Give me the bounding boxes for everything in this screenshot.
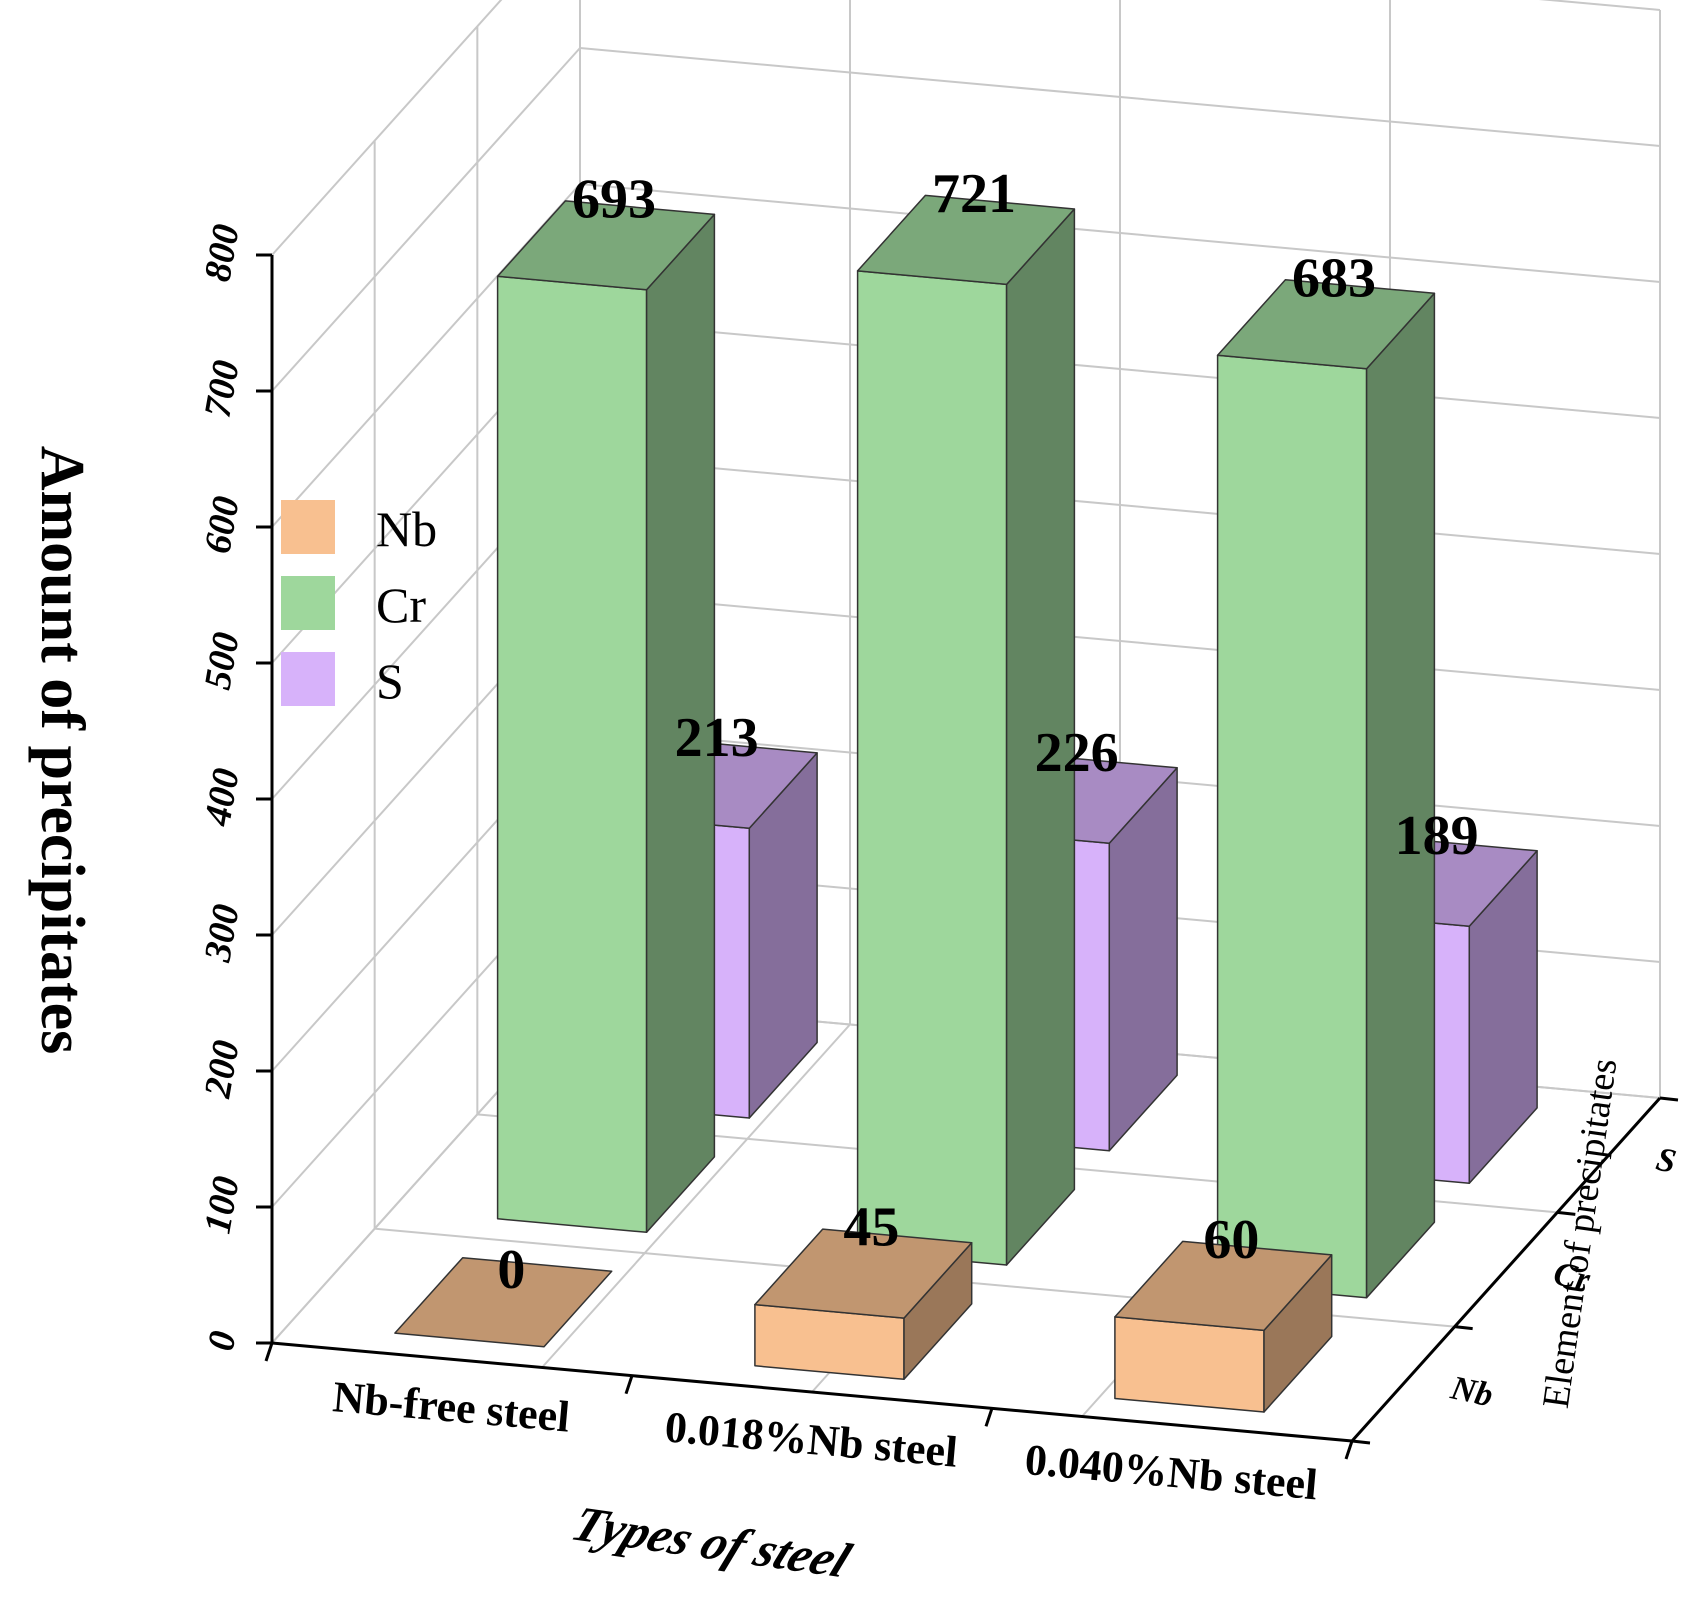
z-tick	[1659, 1096, 1679, 1102]
bar-front-face	[856, 270, 1008, 1266]
x-category-label: 0.040%Nb steel	[1023, 1435, 1319, 1509]
legend: Nb Cr S	[281, 500, 437, 709]
x-tick	[624, 1375, 634, 1395]
y-tick-label: 300	[196, 901, 247, 965]
bar-nb-2	[1114, 1240, 1333, 1413]
x-tick	[984, 1407, 994, 1427]
bar-front-face	[1216, 354, 1368, 1299]
x-tick	[264, 1342, 274, 1362]
y-tick-label: 600	[197, 493, 248, 556]
bar-cr-1	[856, 194, 1076, 1266]
data-label-s-1: 226	[1035, 722, 1119, 784]
y-tick-label: 700	[197, 357, 248, 420]
x-tick	[1344, 1440, 1354, 1460]
x-axis-line	[271, 1341, 1353, 1443]
z-tick	[1557, 1210, 1576, 1216]
bar-top-face	[1216, 279, 1436, 370]
bar-top-face	[496, 200, 716, 291]
z-tick-label: Cr	[1550, 1255, 1594, 1299]
data-label-s-2: 189	[1395, 805, 1479, 867]
y-tick-label: 0	[200, 1328, 245, 1354]
data-labels: 213 226 189 693 721 683 0 45 60	[497, 163, 1478, 1301]
y-tick-label: 100	[197, 1173, 248, 1236]
bar-top-face	[754, 1228, 973, 1319]
bar-top-face	[1114, 1240, 1333, 1332]
z-tick-label: Nb	[1447, 1369, 1496, 1414]
floor-gridline	[541, 1023, 851, 1369]
bar-nb-0	[394, 1256, 613, 1348]
bar-cr-2	[1216, 279, 1436, 1299]
bar-front-face	[496, 275, 648, 1234]
legend-swatch-cr	[281, 576, 335, 630]
data-label-s-0: 213	[675, 707, 759, 769]
z-tick-label: S	[1653, 1141, 1679, 1181]
legend-label-cr: Cr	[376, 577, 426, 633]
data-label-cr-0: 693	[572, 168, 656, 230]
x-category-label: Nb-free steel	[331, 1372, 572, 1442]
legend-swatch-s	[281, 652, 335, 706]
bar-top-face	[394, 1256, 613, 1348]
data-label-cr-2: 683	[1292, 247, 1376, 309]
y-tick-label: 800	[197, 221, 248, 284]
data-label-nb-0: 0	[497, 1239, 525, 1301]
chart-bars	[394, 194, 1538, 1413]
y-tick-label: 200	[196, 1037, 247, 1101]
legend-swatch-nb	[281, 500, 335, 554]
side-wall-gridline	[271, 47, 581, 392]
legend-label-nb: Nb	[376, 501, 437, 557]
z-axis-title: Element of precipitates	[1535, 1056, 1626, 1411]
bar-top-face	[856, 194, 1076, 286]
bar-side-face	[1365, 292, 1436, 1299]
bar-nb-1	[754, 1228, 973, 1381]
data-label-cr-1: 721	[932, 163, 1016, 225]
bar-front-face	[1114, 1316, 1265, 1413]
legend-label-s: S	[376, 653, 404, 709]
data-label-nb-2: 60	[1203, 1209, 1259, 1271]
z-axis-line	[1350, 1096, 1662, 1443]
side-wall-gridline	[271, 0, 503, 256]
z-tick	[1351, 1439, 1371, 1445]
x-category-label: 0.018%Nb steel	[663, 1402, 959, 1476]
z-tick	[1454, 1325, 1473, 1331]
bar-cr-0	[496, 200, 716, 1234]
x-axis-title: Types of steel	[564, 1496, 859, 1587]
y-tick-label: 500	[197, 629, 248, 692]
y-tick-label: 400	[196, 765, 247, 829]
data-label-nb-1: 45	[843, 1197, 899, 1259]
y-axis-title: Amount of precipitates	[28, 446, 96, 1054]
